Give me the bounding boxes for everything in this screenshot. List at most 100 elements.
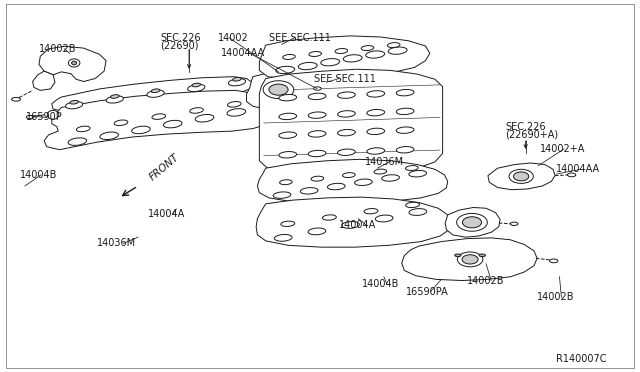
Ellipse shape [568,173,576,177]
Ellipse shape [342,173,355,177]
Ellipse shape [147,90,164,97]
Ellipse shape [233,77,241,81]
Ellipse shape [311,176,324,181]
Ellipse shape [308,228,326,235]
Polygon shape [402,238,537,280]
Text: (22690+A): (22690+A) [505,130,558,140]
Text: 14004B: 14004B [362,279,399,289]
Ellipse shape [100,132,118,140]
Text: 14004A: 14004A [339,220,376,230]
Polygon shape [259,36,430,79]
Ellipse shape [361,46,374,51]
Ellipse shape [510,222,518,225]
Ellipse shape [479,254,485,257]
Ellipse shape [381,175,399,181]
Ellipse shape [132,126,150,134]
Ellipse shape [365,51,385,58]
Ellipse shape [279,132,296,138]
Text: 14002+A: 14002+A [540,144,586,154]
Text: R140007C: R140007C [556,355,607,365]
Ellipse shape [367,128,385,135]
Ellipse shape [106,96,124,103]
Polygon shape [44,90,283,150]
Ellipse shape [65,102,83,109]
Text: 14036M: 14036M [97,238,136,248]
Polygon shape [488,163,555,190]
Text: 16590P: 16590P [26,112,63,122]
Ellipse shape [509,169,533,183]
Polygon shape [257,159,448,204]
Ellipse shape [367,91,385,97]
Ellipse shape [308,93,326,100]
Text: 14004AA: 14004AA [221,48,265,58]
Ellipse shape [409,209,427,215]
Ellipse shape [76,126,90,132]
Ellipse shape [343,55,362,62]
Ellipse shape [12,97,20,101]
Polygon shape [256,197,451,247]
Ellipse shape [281,221,294,227]
Text: 14036M: 14036M [365,157,404,167]
Ellipse shape [409,170,427,177]
Ellipse shape [152,114,166,119]
Ellipse shape [388,47,407,54]
Ellipse shape [308,112,326,118]
Ellipse shape [337,129,355,136]
Ellipse shape [367,109,385,116]
Ellipse shape [227,109,246,116]
Ellipse shape [335,48,348,54]
Ellipse shape [114,120,128,125]
Ellipse shape [396,108,414,115]
Ellipse shape [355,179,372,186]
Ellipse shape [308,150,326,157]
Polygon shape [445,208,500,237]
Text: 14002B: 14002B [39,44,77,54]
Text: 14004B: 14004B [20,170,57,180]
Ellipse shape [188,84,205,92]
Polygon shape [246,72,307,109]
Ellipse shape [298,62,317,70]
Ellipse shape [151,89,160,93]
Ellipse shape [406,166,418,170]
Text: 14002B: 14002B [537,292,575,302]
Ellipse shape [279,113,296,120]
Polygon shape [52,77,253,112]
Ellipse shape [72,61,77,65]
Polygon shape [259,69,443,176]
Text: SEE SEC.111: SEE SEC.111 [269,33,331,43]
Ellipse shape [273,192,291,198]
Ellipse shape [387,43,400,48]
Ellipse shape [321,58,340,66]
Ellipse shape [70,100,79,104]
Text: SEC.226: SEC.226 [505,122,546,132]
Polygon shape [33,71,55,90]
Ellipse shape [337,111,355,117]
Ellipse shape [68,59,80,67]
Ellipse shape [458,252,483,267]
Ellipse shape [550,259,558,263]
Ellipse shape [454,254,461,257]
Ellipse shape [111,95,119,98]
Text: 14002: 14002 [218,33,248,43]
Ellipse shape [396,127,414,133]
Ellipse shape [342,222,360,228]
Ellipse shape [374,169,387,174]
Ellipse shape [279,94,296,101]
Ellipse shape [309,51,321,57]
Text: (22690): (22690) [161,41,199,51]
Text: 14004AA: 14004AA [556,164,600,174]
Ellipse shape [228,78,246,86]
Ellipse shape [463,217,481,228]
Ellipse shape [280,180,292,185]
Ellipse shape [195,115,214,122]
Ellipse shape [364,209,378,214]
Ellipse shape [276,66,294,74]
Ellipse shape [396,147,414,153]
Ellipse shape [337,92,355,98]
Ellipse shape [314,87,321,90]
Ellipse shape [328,183,345,190]
Text: 14004A: 14004A [148,209,185,219]
Ellipse shape [462,255,478,264]
Ellipse shape [308,131,326,137]
Ellipse shape [163,120,182,128]
